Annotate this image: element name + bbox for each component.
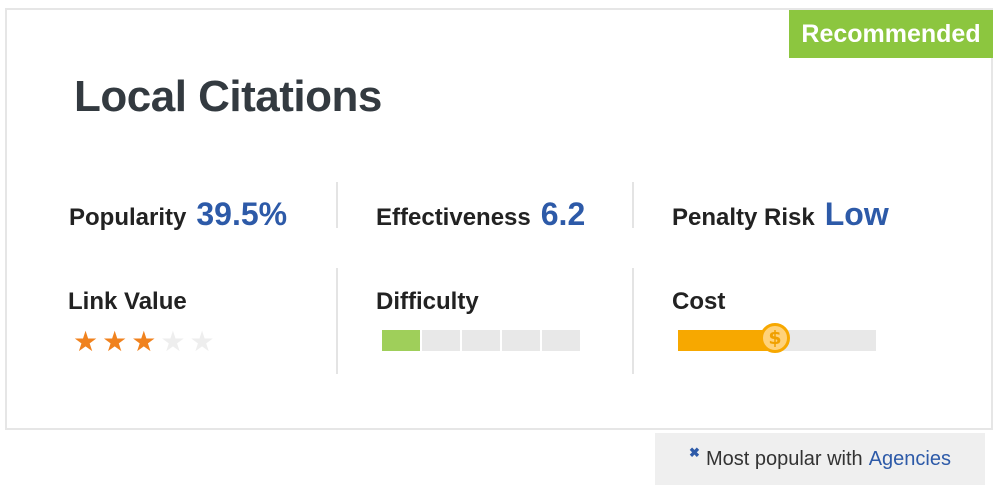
popularity-value: 39.5% xyxy=(196,196,288,232)
divider xyxy=(632,268,634,374)
difficulty-segment xyxy=(382,330,420,351)
cost-bar: $ xyxy=(678,323,876,353)
card-title: Local Citations xyxy=(74,72,382,121)
divider xyxy=(336,182,338,228)
cost-label: Cost xyxy=(672,288,726,315)
footer-prefix: Most popular with xyxy=(705,447,863,470)
difficulty-segment xyxy=(502,330,540,351)
agencies-link[interactable]: Agencies xyxy=(868,447,951,470)
difficulty-segment xyxy=(542,330,580,351)
popularity-metric: Popularity 39.5% xyxy=(69,196,287,233)
popularity-label: Popularity xyxy=(69,204,187,231)
star-filled-icon: ★ xyxy=(131,326,157,357)
penalty-risk-label: Penalty Risk xyxy=(672,204,815,231)
difficulty-label: Difficulty xyxy=(376,288,479,315)
difficulty-segment xyxy=(422,330,460,351)
effectiveness-metric: Effectiveness 6.2 xyxy=(376,196,585,233)
divider xyxy=(632,182,634,228)
star-empty-icon: ★ xyxy=(189,326,215,357)
link-value-label: Link Value xyxy=(68,288,187,315)
effectiveness-value: 6.2 xyxy=(540,196,586,232)
penalty-risk-metric: Penalty Risk Low xyxy=(672,196,889,233)
effectiveness-label: Effectiveness xyxy=(376,204,531,231)
penalty-risk-value: Low xyxy=(824,196,889,232)
link-value-stars: ★ ★ ★ ★ ★ xyxy=(73,328,215,356)
cross-icon: ✖ xyxy=(689,445,700,460)
difficulty-segment xyxy=(462,330,500,351)
footer-note: ✖ Most popular with Agencies xyxy=(655,433,985,485)
divider xyxy=(336,268,338,374)
star-filled-icon: ★ xyxy=(102,326,128,357)
strategy-card: Recommended Local Citations Popularity 3… xyxy=(5,8,993,430)
star-empty-icon: ★ xyxy=(160,326,186,357)
star-filled-icon: ★ xyxy=(73,326,99,357)
cost-bar-fill xyxy=(678,330,775,351)
recommended-badge: Recommended xyxy=(789,10,993,58)
difficulty-bar xyxy=(382,330,580,351)
dollar-coin-icon: $ xyxy=(760,323,790,353)
